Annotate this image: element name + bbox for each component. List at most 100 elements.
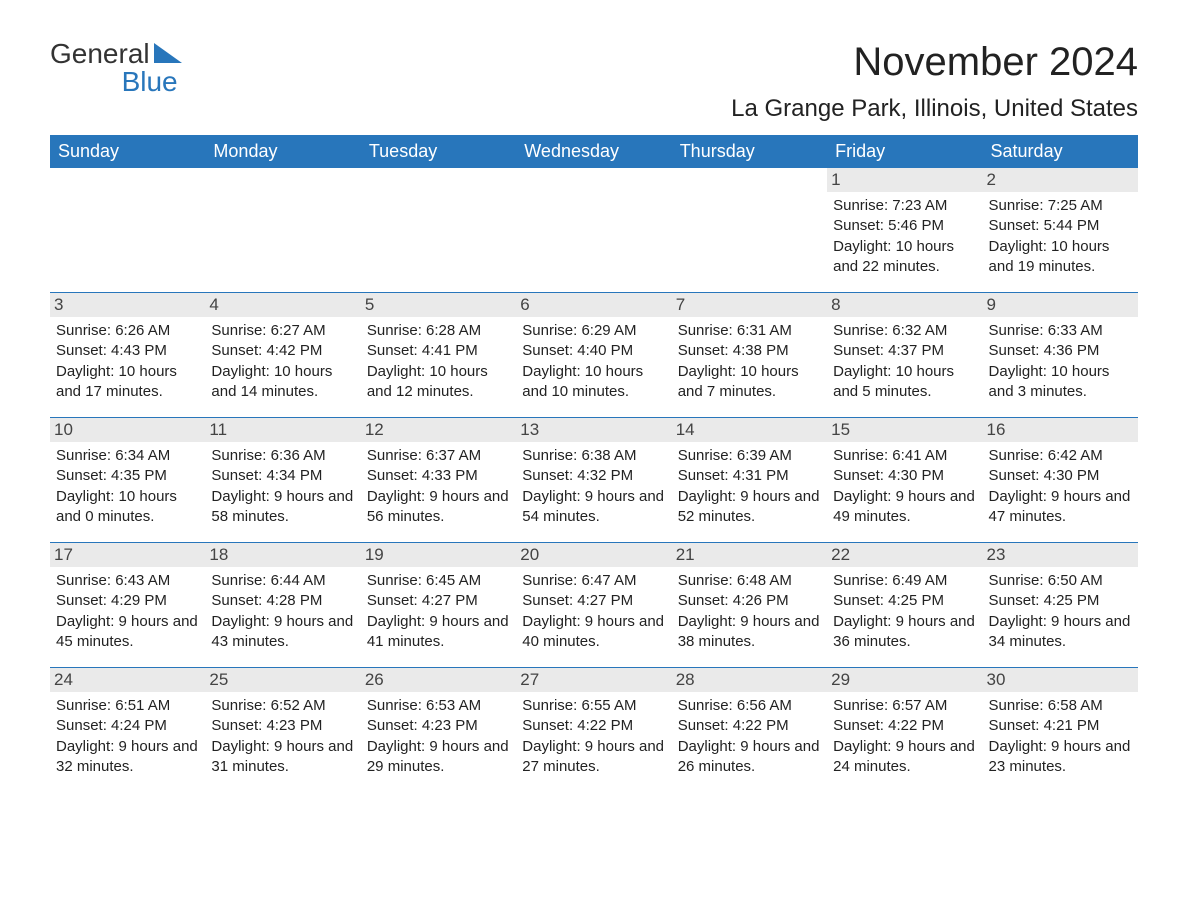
day-info: Sunrise: 7:23 AMSunset: 5:46 PMDaylight:… bbox=[833, 196, 976, 277]
date-number: 30 bbox=[983, 668, 1138, 692]
day-cell: 24Sunrise: 6:51 AMSunset: 4:24 PMDayligh… bbox=[50, 668, 205, 792]
sunrise-text: Sunrise: 6:48 AM bbox=[678, 571, 821, 591]
day-header-row: SundayMondayTuesdayWednesdayThursdayFrid… bbox=[50, 135, 1138, 168]
day-info: Sunrise: 6:45 AMSunset: 4:27 PMDaylight:… bbox=[367, 571, 510, 652]
date-number: 18 bbox=[205, 543, 360, 567]
day-info: Sunrise: 6:33 AMSunset: 4:36 PMDaylight:… bbox=[989, 321, 1132, 402]
date-number: 27 bbox=[516, 668, 671, 692]
date-number: 21 bbox=[672, 543, 827, 567]
sunrise-text: Sunrise: 6:42 AM bbox=[989, 446, 1132, 466]
sunrise-text: Sunrise: 6:41 AM bbox=[833, 446, 976, 466]
date-number: 8 bbox=[827, 293, 982, 317]
sunset-text: Sunset: 4:34 PM bbox=[211, 466, 354, 486]
day-cell bbox=[672, 168, 827, 292]
day-info: Sunrise: 6:47 AMSunset: 4:27 PMDaylight:… bbox=[522, 571, 665, 652]
day-header: Thursday bbox=[672, 135, 827, 168]
day-info: Sunrise: 6:27 AMSunset: 4:42 PMDaylight:… bbox=[211, 321, 354, 402]
location-title: La Grange Park, Illinois, United States bbox=[731, 95, 1138, 123]
daylight-text: Daylight: 10 hours and 5 minutes. bbox=[833, 362, 976, 403]
date-number: 11 bbox=[205, 418, 360, 442]
day-cell: 11Sunrise: 6:36 AMSunset: 4:34 PMDayligh… bbox=[205, 418, 360, 542]
date-number: 3 bbox=[50, 293, 205, 317]
day-cell: 2 Sunrise: 7:25 AMSunset: 5:44 PMDaylight… bbox=[983, 168, 1138, 292]
date-number: 2 bbox=[983, 168, 1138, 192]
day-header: Friday bbox=[827, 135, 982, 168]
date-number: 16 bbox=[983, 418, 1138, 442]
day-cell: 4 Sunrise: 6:27 AMSunset: 4:42 PMDaylight… bbox=[205, 293, 360, 417]
daylight-text: Daylight: 9 hours and 24 minutes. bbox=[833, 737, 976, 778]
sunset-text: Sunset: 4:35 PM bbox=[56, 466, 199, 486]
sunset-text: Sunset: 4:27 PM bbox=[522, 591, 665, 611]
logo-top: General bbox=[50, 40, 182, 68]
day-cell: 1Sunrise: 7:23 AMSunset: 5:46 PMDaylight… bbox=[827, 168, 982, 292]
sunrise-text: Sunrise: 6:51 AM bbox=[56, 696, 199, 716]
day-cell: 21Sunrise: 6:48 AMSunset: 4:26 PMDayligh… bbox=[672, 543, 827, 667]
sunrise-text: Sunrise: 6:43 AM bbox=[56, 571, 199, 591]
daylight-text: Daylight: 9 hours and 27 minutes. bbox=[522, 737, 665, 778]
day-cell: 30 Sunrise: 6:58 AMSunset: 4:21 PMDayligh… bbox=[983, 668, 1138, 792]
sunset-text: Sunset: 4:21 PM bbox=[989, 716, 1132, 736]
day-info: Sunrise: 6:29 AMSunset: 4:40 PMDaylight:… bbox=[522, 321, 665, 402]
day-info: Sunrise: 6:28 AMSunset: 4:41 PMDaylight:… bbox=[367, 321, 510, 402]
daylight-text: Daylight: 9 hours and 45 minutes. bbox=[56, 612, 199, 653]
sunset-text: Sunset: 4:23 PM bbox=[367, 716, 510, 736]
daylight-text: Daylight: 9 hours and 41 minutes. bbox=[367, 612, 510, 653]
day-cell: 6Sunrise: 6:29 AMSunset: 4:40 PMDaylight… bbox=[516, 293, 671, 417]
sunrise-text: Sunrise: 6:58 AM bbox=[989, 696, 1132, 716]
sunset-text: Sunset: 4:29 PM bbox=[56, 591, 199, 611]
daylight-text: Daylight: 10 hours and 7 minutes. bbox=[678, 362, 821, 403]
sunset-text: Sunset: 4:36 PM bbox=[989, 341, 1132, 361]
daylight-text: Daylight: 9 hours and 34 minutes. bbox=[989, 612, 1132, 653]
daylight-text: Daylight: 10 hours and 14 minutes. bbox=[211, 362, 354, 403]
sunrise-text: Sunrise: 6:44 AM bbox=[211, 571, 354, 591]
week-row: 10Sunrise: 6:34 AMSunset: 4:35 PMDayligh… bbox=[50, 417, 1138, 542]
day-info: Sunrise: 6:52 AMSunset: 4:23 PMDaylight:… bbox=[211, 696, 354, 777]
daylight-text: Daylight: 9 hours and 49 minutes. bbox=[833, 487, 976, 528]
day-info: Sunrise: 6:39 AMSunset: 4:31 PMDaylight:… bbox=[678, 446, 821, 527]
sunrise-text: Sunrise: 6:26 AM bbox=[56, 321, 199, 341]
date-number: 14 bbox=[672, 418, 827, 442]
date-number: 23 bbox=[983, 543, 1138, 567]
day-info: Sunrise: 6:34 AMSunset: 4:35 PMDaylight:… bbox=[56, 446, 199, 527]
sunrise-text: Sunrise: 6:56 AM bbox=[678, 696, 821, 716]
sunrise-text: Sunrise: 6:45 AM bbox=[367, 571, 510, 591]
daylight-text: Daylight: 9 hours and 32 minutes. bbox=[56, 737, 199, 778]
sunrise-text: Sunrise: 6:39 AM bbox=[678, 446, 821, 466]
sunset-text: Sunset: 4:31 PM bbox=[678, 466, 821, 486]
day-cell: 3 Sunrise: 6:26 AMSunset: 4:43 PMDaylight… bbox=[50, 293, 205, 417]
day-cell bbox=[516, 168, 671, 292]
day-header: Saturday bbox=[983, 135, 1138, 168]
daylight-text: Daylight: 9 hours and 52 minutes. bbox=[678, 487, 821, 528]
day-cell: 19Sunrise: 6:45 AMSunset: 4:27 PMDayligh… bbox=[361, 543, 516, 667]
sunset-text: Sunset: 4:32 PM bbox=[522, 466, 665, 486]
date-number: 15 bbox=[827, 418, 982, 442]
daylight-text: Daylight: 10 hours and 17 minutes. bbox=[56, 362, 199, 403]
month-title: November 2024 bbox=[731, 40, 1138, 85]
day-info: Sunrise: 6:41 AMSunset: 4:30 PMDaylight:… bbox=[833, 446, 976, 527]
sunset-text: Sunset: 4:22 PM bbox=[522, 716, 665, 736]
sunset-text: Sunset: 4:43 PM bbox=[56, 341, 199, 361]
week-row: 1Sunrise: 7:23 AMSunset: 5:46 PMDaylight… bbox=[50, 168, 1138, 292]
daylight-text: Daylight: 9 hours and 31 minutes. bbox=[211, 737, 354, 778]
sunrise-text: Sunrise: 6:29 AM bbox=[522, 321, 665, 341]
sunrise-text: Sunrise: 6:34 AM bbox=[56, 446, 199, 466]
day-cell bbox=[205, 168, 360, 292]
date-number: 24 bbox=[50, 668, 205, 692]
daylight-text: Daylight: 9 hours and 40 minutes. bbox=[522, 612, 665, 653]
daylight-text: Daylight: 9 hours and 47 minutes. bbox=[989, 487, 1132, 528]
logo-text-top: General bbox=[50, 40, 150, 68]
day-cell bbox=[50, 168, 205, 292]
day-info: Sunrise: 6:57 AMSunset: 4:22 PMDaylight:… bbox=[833, 696, 976, 777]
daylight-text: Daylight: 10 hours and 22 minutes. bbox=[833, 237, 976, 278]
sunset-text: Sunset: 4:33 PM bbox=[367, 466, 510, 486]
date-number: 4 bbox=[205, 293, 360, 317]
sunset-text: Sunset: 5:46 PM bbox=[833, 216, 976, 236]
daylight-text: Daylight: 9 hours and 54 minutes. bbox=[522, 487, 665, 528]
sunrise-text: Sunrise: 6:32 AM bbox=[833, 321, 976, 341]
daylight-text: Daylight: 9 hours and 36 minutes. bbox=[833, 612, 976, 653]
day-info: Sunrise: 6:58 AMSunset: 4:21 PMDaylight:… bbox=[989, 696, 1132, 777]
day-info: Sunrise: 6:56 AMSunset: 4:22 PMDaylight:… bbox=[678, 696, 821, 777]
day-header: Monday bbox=[205, 135, 360, 168]
day-info: Sunrise: 7:25 AMSunset: 5:44 PMDaylight:… bbox=[989, 196, 1132, 277]
sunrise-text: Sunrise: 6:53 AM bbox=[367, 696, 510, 716]
